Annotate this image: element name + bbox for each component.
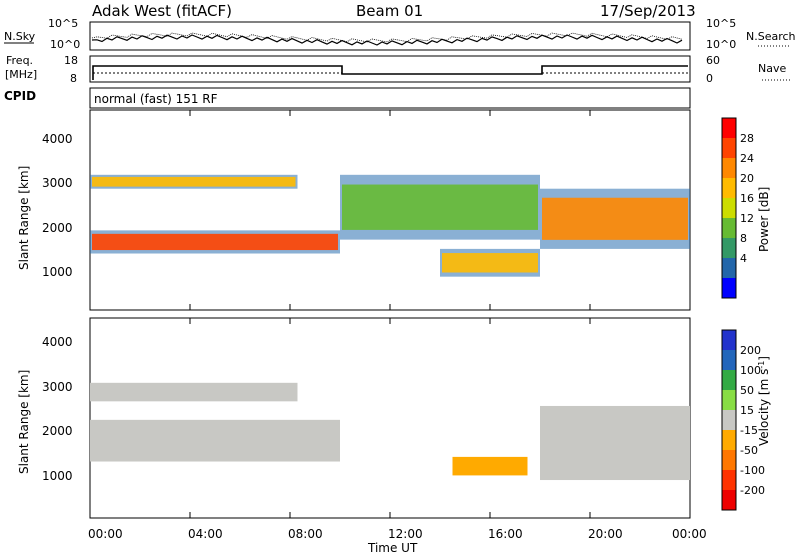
vel-ytick-2000: 2000 (42, 424, 73, 438)
power-colorbar-tick: 20 (740, 172, 754, 185)
power-ytick-1000: 1000 (42, 265, 73, 279)
noise-panel-frame (89, 21, 691, 51)
power-ytick-4000: 4000 (42, 132, 73, 146)
xtick-1: 04:00 (188, 527, 223, 541)
noise-left-label: N.Sky (4, 30, 36, 43)
velocity-colorbar-tick: 15 (740, 404, 754, 417)
freq-tick-top: 18 (64, 54, 78, 67)
nave-tick-bottom: 0 (706, 72, 713, 85)
freq-label-1: Freq. (6, 54, 33, 67)
vel-ytick-3000: 3000 (42, 380, 73, 394)
power-band-core (92, 233, 338, 251)
nave-tick-top: 60 (706, 54, 720, 67)
x-axis-label: Time UT (367, 541, 418, 554)
velocity-colorbar-tick: 100 (740, 364, 761, 377)
power-colorbar-segment (722, 118, 736, 139)
power-colorbar-segment (722, 198, 736, 219)
freq-curve (92, 65, 688, 80)
velocity-colorbar-segment (722, 450, 736, 471)
power-data (90, 174, 690, 277)
velocity-colorbar-segment (722, 470, 736, 491)
velocity-data (90, 382, 690, 481)
power-ytick-3000: 3000 (42, 176, 73, 190)
vel-ytick-4000: 4000 (42, 335, 73, 349)
cpid-panel-frame (89, 87, 691, 109)
freq-panel-frame (89, 55, 691, 83)
velocity-band (90, 419, 340, 462)
velocity-colorbar-tick: 200 (740, 344, 761, 357)
power-colorbar: 28 24 20 16 12 8 4 (721, 117, 754, 299)
cpid-text: normal (fast) 151 RF (94, 92, 218, 106)
noise-tick-left-top: 10^5 (48, 17, 78, 30)
beam-title: Beam 01 (356, 2, 423, 20)
x-axis-ticks (89, 110, 691, 518)
velocity-colorbar-segment (722, 430, 736, 451)
power-colorbar-segment (722, 258, 736, 279)
power-band-core (442, 253, 538, 273)
noise-tick-right-bottom: 10^0 (706, 38, 736, 51)
power-colorbar-label: Power [dB] (757, 187, 771, 252)
xtick-6: 00:00 (672, 527, 707, 541)
power-colorbar-tick: 28 (740, 132, 754, 145)
velocity-colorbar-tick: -50 (740, 444, 758, 457)
noise-tick-left-bottom: 10^0 (50, 38, 80, 51)
power-ytick-2000: 2000 (42, 221, 73, 235)
xtick-0: 00:00 (88, 527, 123, 541)
velocity-ylabel: Slant Range [km] (17, 370, 31, 474)
velocity-colorbar-tick: -100 (740, 464, 765, 477)
velocity-colorbar-segment (722, 350, 736, 371)
power-band-core (542, 197, 688, 240)
power-colorbar-tick: 16 (740, 192, 754, 205)
velocity-colorbar-label: Velocity [m s-1] (757, 356, 771, 446)
velocity-colorbar-tick: -200 (740, 484, 765, 497)
noise-right-label: N.Search (746, 30, 796, 43)
power-colorbar-segment (722, 238, 736, 259)
velocity-colorbar-tick: 50 (740, 384, 754, 397)
velocity-colorbar: 200 100 50 15 -15 -50 -100 -200 (721, 329, 765, 511)
velocity-colorbar-frame (721, 329, 737, 511)
velocity-colorbar-segment (722, 370, 736, 391)
noise-tick-right-top: 10^5 (706, 17, 736, 30)
power-band-core (92, 176, 296, 187)
power-ylabel: Slant Range [km] (17, 166, 31, 270)
power-band-core (342, 184, 538, 230)
velocity-band (452, 456, 528, 476)
velocity-colorbar-segment (722, 410, 736, 431)
power-colorbar-segment (722, 158, 736, 179)
nave-label: Nave (758, 62, 786, 75)
power-colorbar-segment (722, 138, 736, 159)
velocity-band (90, 382, 298, 402)
station-title: Adak West (fitACF) (92, 2, 232, 20)
xtick-2: 08:00 (288, 527, 323, 541)
power-colorbar-tick: 24 (740, 152, 754, 165)
vel-ytick-1000: 1000 (42, 469, 73, 483)
power-colorbar-frame (721, 117, 737, 299)
xtick-3: 12:00 (388, 527, 423, 541)
velocity-colorbar-segment (722, 490, 736, 511)
power-colorbar-tick: 8 (740, 232, 747, 245)
power-colorbar-segment (722, 178, 736, 199)
power-colorbar-segment (722, 218, 736, 239)
power-colorbar-tick: 4 (740, 252, 747, 265)
velocity-band (540, 405, 690, 481)
velocity-colorbar-tick: -15 (740, 424, 758, 437)
freq-tick-bottom: 8 (70, 72, 77, 85)
power-colorbar-segment (722, 278, 736, 299)
power-colorbar-tick: 12 (740, 212, 754, 225)
sky-noise-line (91, 34, 683, 46)
date-title: 17/Sep/2013 (600, 2, 696, 20)
velocity-colorbar-segment (722, 390, 736, 411)
cpid-label: CPID (4, 89, 36, 103)
noise-curves (91, 32, 683, 46)
freq-label-2: [MHz] (5, 68, 37, 81)
velocity-colorbar-segment (722, 330, 736, 351)
xtick-5: 20:00 (588, 527, 623, 541)
xtick-4: 16:00 (488, 527, 523, 541)
